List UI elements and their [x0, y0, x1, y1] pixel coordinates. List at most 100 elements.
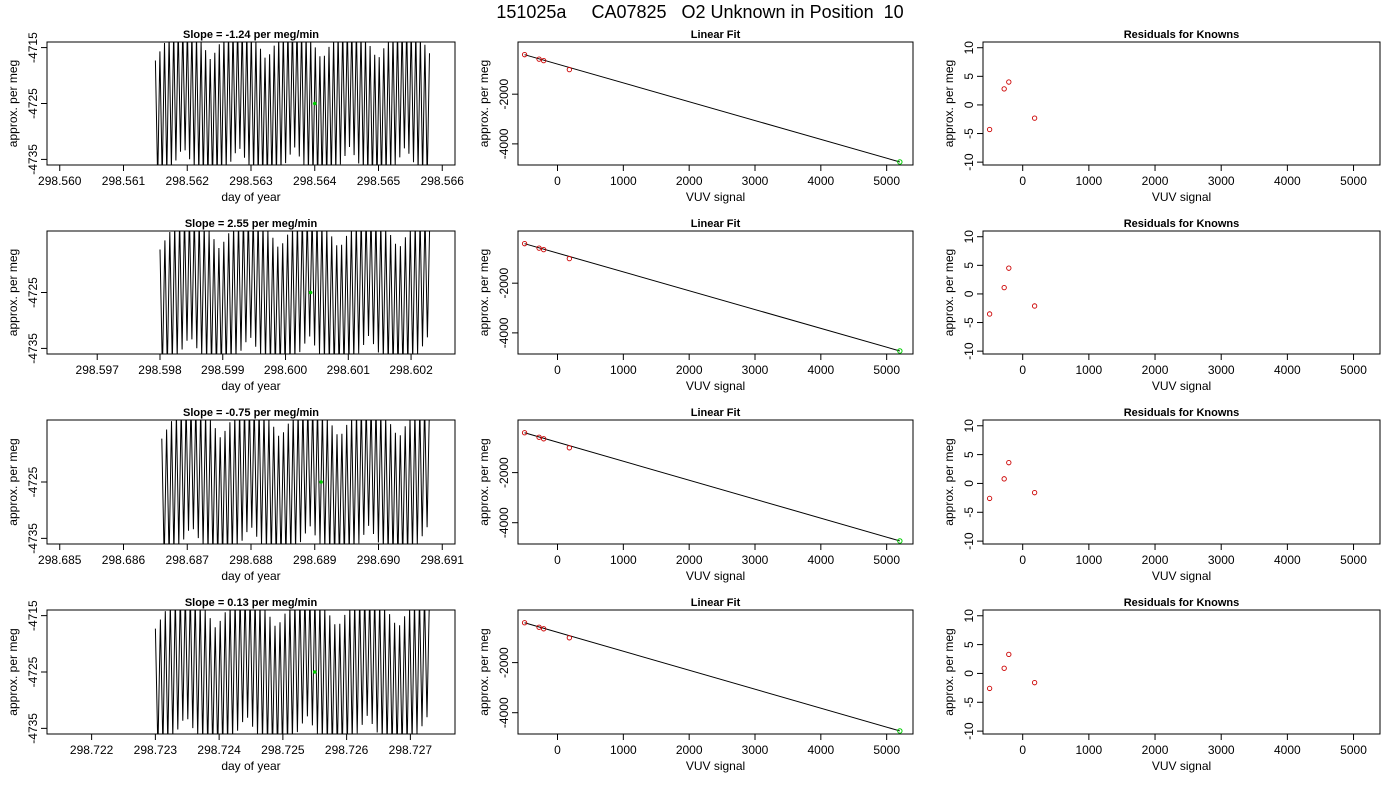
- y-tick-label: -4715: [26, 600, 40, 631]
- plot-frame: [982, 230, 1381, 355]
- known-point: [1006, 460, 1012, 466]
- x-tick-label: 298.726: [325, 743, 369, 757]
- y-axis-label: approx. per meg: [477, 438, 491, 525]
- panel-title: Residuals for Knowns: [1124, 218, 1240, 230]
- x-tick-label: 298.565: [357, 174, 401, 188]
- y-axis-label: approx. per meg: [942, 60, 956, 147]
- known-point: [986, 685, 993, 692]
- x-axis-label: VUV signal: [686, 759, 745, 773]
- x-axis-label: VUV signal: [686, 190, 745, 204]
- y-tick-label: -5: [962, 507, 976, 518]
- x-tick-label: 3000: [742, 174, 769, 188]
- x-tick-label: 0: [1019, 174, 1026, 188]
- x-tick-label: 2000: [676, 363, 703, 377]
- x-tick-label: 2000: [1142, 363, 1169, 377]
- panel-r2-time-series: Slope = 2.55 per meg/min 298.597 298.598 29…: [6, 218, 456, 393]
- fit-line: [524, 432, 900, 542]
- y-tick-label: -4725: [26, 656, 40, 687]
- y-tick-label: -4735: [26, 333, 40, 364]
- x-tick-label: 4000: [807, 363, 834, 377]
- y-axis-label: approx. per meg: [477, 249, 491, 336]
- panel-title: Slope = -1.24 per meg/min: [183, 29, 319, 41]
- x-axis-label: VUV signal: [1152, 190, 1211, 204]
- fit-line: [524, 622, 900, 732]
- y-tick-label: -4735: [26, 713, 40, 744]
- panel-title: Linear Fit: [691, 407, 741, 419]
- x-tick-label: 298.566: [421, 174, 465, 188]
- y-tick-label: 0: [962, 670, 976, 677]
- plot-frame: [517, 419, 914, 545]
- y-axis-label: approx. per meg: [6, 628, 20, 715]
- fit-line: [524, 243, 900, 352]
- x-tick-label: 298.690: [357, 553, 401, 567]
- plot-frame: [517, 609, 914, 735]
- y-tick-label: 10: [962, 41, 976, 55]
- panel-title: Slope = -0.75 per meg/min: [183, 407, 319, 419]
- known-point: [541, 436, 547, 442]
- plot-frame: [982, 41, 1381, 166]
- y-tick-label: -2000: [497, 647, 511, 678]
- x-tick-label: 298.602: [389, 363, 433, 377]
- known-point: [521, 620, 528, 626]
- x-tick-label: 298.688: [229, 553, 273, 567]
- x-tick-label: 298.722: [70, 743, 114, 757]
- x-tick-label: 2000: [676, 743, 703, 757]
- y-tick-label: -4735: [26, 144, 40, 175]
- known-point: [541, 626, 547, 632]
- signal-trace: [154, 610, 430, 734]
- y-tick-label: -2000: [497, 268, 511, 299]
- fit-line: [524, 54, 900, 163]
- x-tick-label: 4000: [807, 174, 834, 188]
- y-tick-label: -5: [962, 697, 976, 708]
- panel-title: Linear Fit: [691, 218, 741, 230]
- y-tick-label: -2000: [497, 79, 511, 110]
- x-tick-label: 0: [554, 363, 561, 377]
- y-tick-label: 5: [962, 641, 976, 648]
- known-point: [541, 57, 547, 64]
- unknown-marker: [319, 480, 323, 484]
- y-axis-label: approx. per meg: [6, 438, 20, 525]
- y-axis-label: approx. per meg: [477, 60, 491, 147]
- y-tick-label: -2000: [497, 457, 511, 488]
- panel-title: Linear Fit: [691, 597, 741, 609]
- x-tick-label: 2000: [676, 553, 703, 567]
- y-tick-label: 0: [962, 101, 976, 108]
- panel-title: Residuals for Knowns: [1124, 597, 1240, 609]
- x-tick-label: 1000: [610, 553, 637, 567]
- panel-title: Slope = 0.13 per meg/min: [185, 597, 318, 609]
- x-tick-label: 4000: [807, 743, 834, 757]
- panel-r4-time-series: Slope = 0.13 per meg/min 298.722 298.723 29…: [6, 597, 456, 773]
- y-tick-label: -4000: [497, 507, 511, 538]
- figure-title: 151025a CA07825 O2 Unknown in Position 1…: [496, 2, 904, 22]
- unknown-point: [897, 159, 903, 165]
- y-tick-label: -5: [962, 128, 976, 139]
- x-axis-label: VUV signal: [1152, 759, 1211, 773]
- unknown-point: [897, 538, 903, 544]
- y-axis-label: approx. per meg: [942, 628, 956, 715]
- y-tick-label: 10: [962, 609, 976, 623]
- plot-frame: [982, 609, 1381, 735]
- panel-r3-time-series: Slope = -0.75 per meg/min 298.685 298.686 2…: [6, 407, 464, 583]
- known-point: [1001, 476, 1007, 482]
- unknown-marker: [312, 101, 317, 106]
- x-tick-label: 5000: [1340, 553, 1367, 567]
- known-point: [1001, 86, 1007, 92]
- x-tick-label: 1000: [1076, 174, 1103, 188]
- x-axis-label: day of year: [221, 759, 280, 773]
- x-axis-label: VUV signal: [1152, 569, 1211, 583]
- x-tick-label: 0: [554, 174, 561, 188]
- y-tick-label: -5: [962, 317, 976, 328]
- x-tick-label: 3000: [742, 743, 769, 757]
- x-tick-label: 5000: [873, 363, 900, 377]
- known-point: [986, 495, 993, 502]
- x-axis-label: VUV signal: [686, 569, 745, 583]
- plot-frame: [517, 230, 914, 355]
- y-tick-label: 10: [962, 419, 976, 433]
- panel-title: Residuals for Knowns: [1124, 407, 1240, 419]
- known-point: [1031, 490, 1038, 496]
- x-tick-label: 298.686: [102, 553, 146, 567]
- known-point: [1001, 665, 1007, 671]
- x-tick-label: 3000: [1208, 363, 1235, 377]
- x-axis-label: day of year: [221, 569, 280, 583]
